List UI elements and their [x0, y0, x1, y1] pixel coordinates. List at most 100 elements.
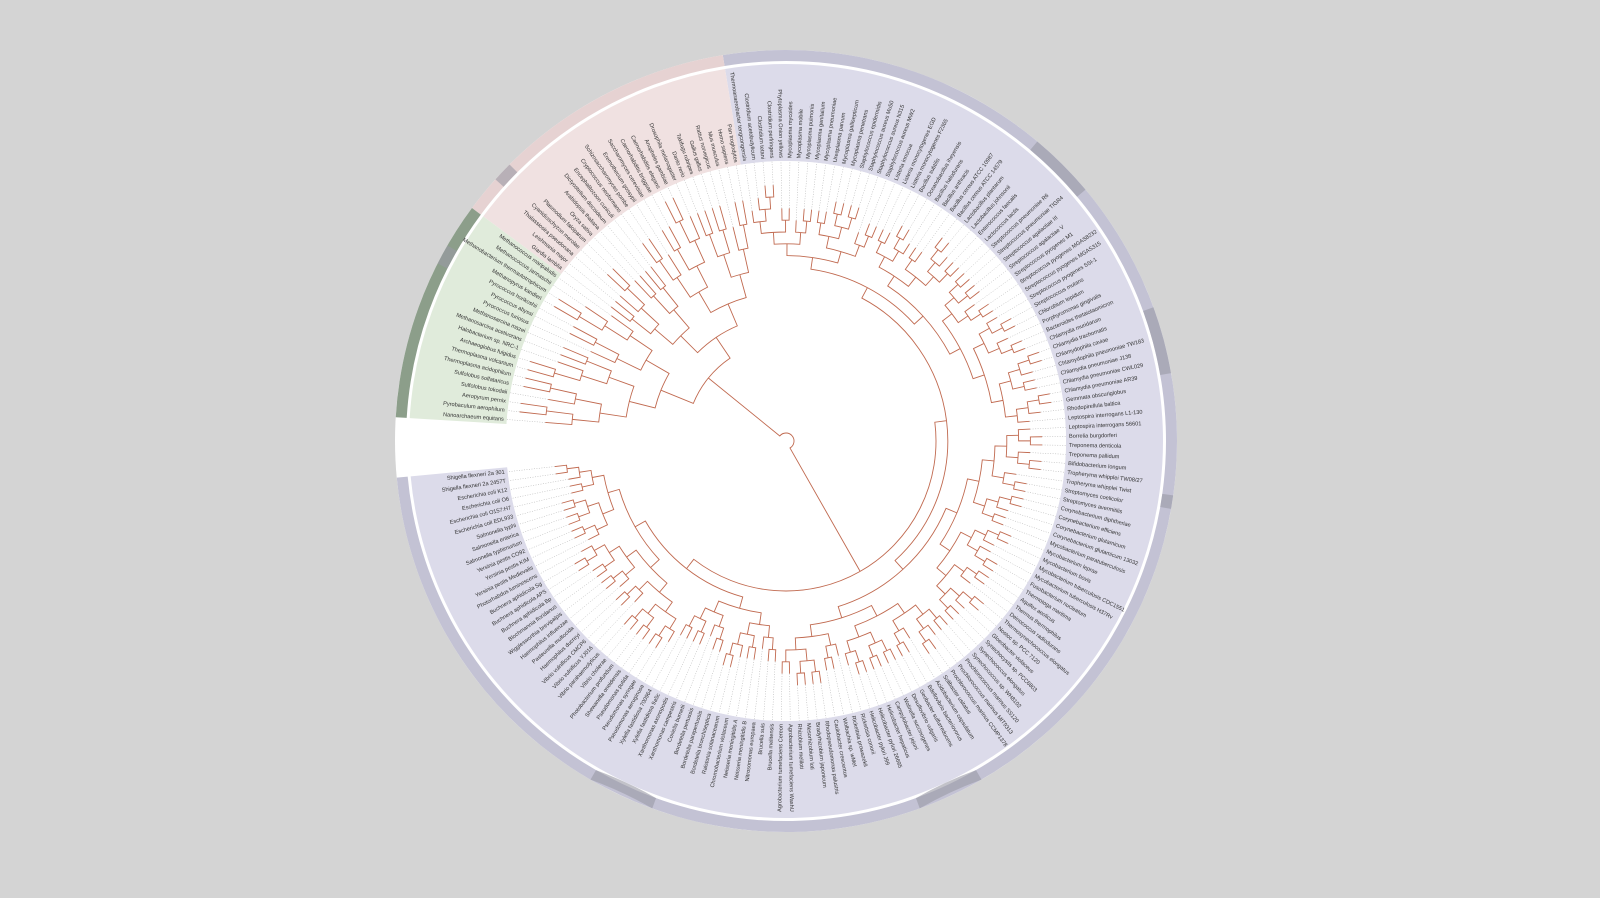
branch	[944, 262, 954, 275]
leader-line	[880, 665, 896, 699]
leader-line	[826, 165, 835, 212]
leader-line	[947, 624, 972, 652]
branch	[707, 337, 731, 379]
leader-line	[684, 635, 711, 703]
leader-line	[539, 551, 582, 575]
branch	[970, 529, 986, 538]
branch	[933, 617, 942, 630]
branch	[989, 327, 1003, 334]
branch	[786, 243, 813, 258]
band-block	[915, 770, 982, 809]
branch	[751, 210, 760, 224]
branch	[699, 607, 715, 619]
leader-line	[812, 683, 818, 720]
leader-line	[518, 510, 565, 525]
branch	[759, 209, 767, 223]
branch	[896, 643, 903, 657]
leader-line	[858, 173, 870, 208]
branch	[599, 401, 630, 418]
branch	[583, 524, 598, 531]
branch	[834, 214, 842, 228]
branch	[973, 573, 985, 585]
branch	[841, 604, 878, 619]
branch	[568, 472, 581, 480]
branch	[967, 313, 982, 321]
branch	[668, 226, 682, 250]
leaf-label: Mycoplasma mobile	[797, 109, 805, 159]
leader-line	[958, 613, 985, 640]
branch	[742, 200, 748, 226]
branch	[799, 660, 808, 674]
branch	[978, 459, 995, 482]
branch	[1026, 399, 1039, 408]
branch	[837, 568, 904, 618]
branch	[982, 561, 994, 572]
branch	[844, 651, 851, 666]
branch	[623, 614, 636, 625]
leaf-label: Nanoarchaeum equitans	[443, 412, 504, 423]
branch	[923, 624, 936, 635]
branch	[665, 611, 677, 629]
branch	[892, 612, 905, 632]
leaf: Leptospira interrogans 56601	[1069, 421, 1142, 431]
branch	[604, 325, 631, 341]
branch	[757, 198, 766, 211]
branch	[767, 648, 773, 662]
branch	[825, 236, 842, 253]
branch	[764, 185, 770, 198]
leader-line	[1002, 524, 1048, 543]
leaf: Brucella suis	[758, 723, 767, 755]
branch	[982, 534, 995, 546]
branch	[605, 578, 616, 589]
leaf-label: Mycoplasma mycoides	[787, 101, 794, 158]
branch	[881, 232, 891, 245]
leaf-label: Agrobacterium tumefaciens WashU	[787, 724, 794, 812]
branch	[922, 315, 961, 355]
leader-line	[684, 179, 698, 214]
branch	[1017, 457, 1030, 465]
branch	[1013, 481, 1027, 486]
branch	[1019, 369, 1033, 376]
branch	[850, 650, 860, 662]
branch	[679, 221, 695, 244]
branch	[592, 474, 609, 493]
branch	[626, 287, 646, 309]
branch	[781, 661, 786, 674]
leader-line	[869, 179, 887, 224]
branch	[645, 359, 670, 391]
band-block	[1030, 141, 1086, 197]
branch	[1022, 379, 1035, 387]
branch	[886, 648, 896, 660]
branch	[611, 315, 634, 336]
branch	[676, 277, 700, 298]
leader-line	[1030, 427, 1066, 430]
branch	[934, 237, 943, 251]
leader-line	[621, 638, 643, 668]
branch	[1013, 485, 1026, 492]
leader-line	[581, 249, 608, 275]
leader-line	[667, 186, 674, 199]
leader-line	[553, 570, 594, 598]
leaf-label: Leptospira interrogans 56601	[1069, 421, 1142, 431]
leader-line	[1005, 517, 1051, 534]
branch	[648, 633, 660, 644]
branch	[818, 222, 829, 237]
leader-line	[587, 243, 614, 269]
leaf: Borrelia burgdorferi	[1069, 433, 1117, 440]
leaf-label: Treponema pallidum	[1069, 452, 1120, 460]
branch	[560, 354, 588, 365]
branch	[615, 591, 628, 601]
leader-line	[675, 183, 691, 217]
leader-line	[1041, 356, 1054, 361]
leader-line	[548, 570, 579, 590]
branch	[1010, 380, 1025, 390]
branch	[948, 284, 959, 298]
branch	[1002, 477, 1015, 486]
branch	[610, 306, 633, 323]
branch	[739, 607, 762, 625]
leader-line	[753, 162, 759, 199]
branch	[636, 624, 647, 635]
branch	[612, 570, 626, 579]
branch	[769, 185, 775, 198]
leader-line	[895, 659, 912, 692]
